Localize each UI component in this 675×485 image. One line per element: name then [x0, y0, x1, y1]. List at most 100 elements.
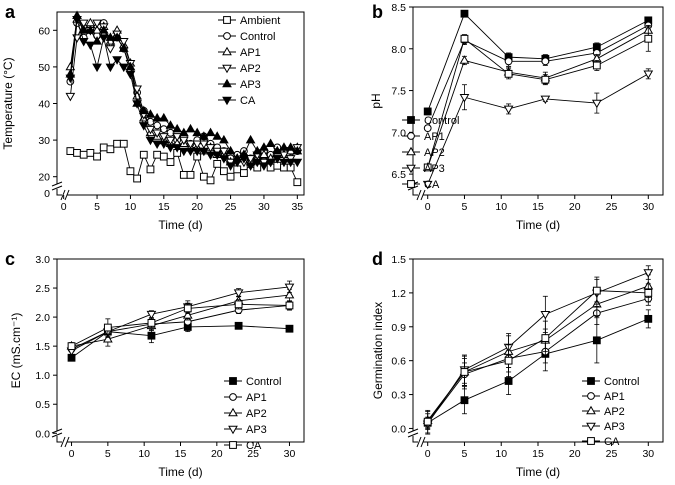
- legend-marker: [223, 32, 231, 40]
- data-point: [85, 25, 96, 34]
- y-tick-label: 1.0: [35, 370, 50, 382]
- data-point: [265, 158, 276, 168]
- x-tick-label: 5: [94, 201, 100, 213]
- x-tick-label: 10: [125, 201, 137, 213]
- y-axis-break: [51, 432, 63, 438]
- legend-label: AP1: [604, 391, 625, 403]
- data-point: [158, 112, 169, 122]
- x-tick-label: 10: [495, 448, 507, 460]
- x-tick-label: 20: [569, 448, 581, 460]
- data-point: [234, 300, 243, 309]
- legend-item-ap3: AP3: [224, 424, 267, 436]
- data-point: [125, 70, 136, 80]
- series-line: [427, 272, 649, 425]
- data-point: [245, 155, 256, 164]
- legend-label: Control: [604, 376, 639, 388]
- data-point: [112, 32, 122, 41]
- data-point: [423, 163, 432, 172]
- legend-item-ap1: AP1: [218, 46, 261, 59]
- series-ap3: [65, 10, 303, 162]
- legend-label: AP1: [240, 47, 261, 59]
- series-line: [71, 325, 290, 359]
- legend-label: AP3: [604, 421, 625, 433]
- data-point: [152, 112, 162, 122]
- data-point: [284, 283, 295, 293]
- x-axis-break: [64, 189, 70, 201]
- legend-item-ap3: AP3: [218, 78, 261, 91]
- data-point: [192, 147, 203, 157]
- data-point: [118, 37, 129, 47]
- data-point: [92, 19, 102, 29]
- y-tick-label: 50: [38, 62, 50, 74]
- panel-letter: c: [5, 249, 15, 269]
- legend-item-ca: CA: [224, 440, 262, 452]
- data-point: [158, 133, 169, 142]
- data-point: [225, 145, 236, 155]
- plot-frame: [412, 258, 664, 443]
- x-axis-label: Time (d): [158, 465, 202, 479]
- panel-letter: d: [372, 249, 383, 269]
- data-point: [66, 147, 75, 155]
- legend-label: AP2: [604, 406, 625, 418]
- y-tick-label: 2.0: [35, 312, 50, 324]
- legend-marker: [222, 96, 232, 106]
- data-point: [233, 289, 244, 298]
- data-point: [79, 150, 88, 159]
- series-ca: [423, 276, 653, 434]
- y-axis-break-gap: [408, 431, 418, 436]
- legend-item-control: Control: [402, 115, 459, 127]
- y-tick-label: 1.5: [391, 254, 406, 266]
- legend-label: CA: [246, 440, 262, 452]
- data-point: [153, 121, 162, 130]
- data-point: [460, 34, 469, 43]
- data-point: [185, 123, 196, 133]
- legend-label: AP2: [246, 408, 267, 420]
- y-tick-label: 7.0: [391, 127, 406, 139]
- y-axis-break: [407, 185, 419, 191]
- data-point: [240, 169, 248, 177]
- x-tick-label: 30: [642, 201, 654, 213]
- data-point: [145, 136, 156, 146]
- legend-marker: [407, 132, 415, 140]
- data-point: [205, 144, 216, 153]
- legend-marker: [406, 146, 416, 156]
- data-point: [182, 310, 193, 319]
- y-axis-label: EC (mS.cm⁻¹): [9, 313, 23, 389]
- x-tick-label: 25: [225, 201, 237, 213]
- series-line: [427, 298, 649, 424]
- series-ap2: [66, 288, 295, 351]
- legend-label: AP1: [424, 131, 445, 143]
- y-tick-label: 0.0: [35, 428, 50, 440]
- legend-item-ap3: AP3: [582, 421, 625, 433]
- data-point: [644, 34, 653, 43]
- x-tick-label: 0: [425, 448, 431, 460]
- data-point: [232, 158, 243, 168]
- data-point: [504, 57, 513, 66]
- data-point: [504, 69, 513, 78]
- legend-marker: [587, 437, 595, 445]
- legend-item-ambient: Ambient: [218, 15, 280, 27]
- series-line: [427, 73, 649, 185]
- x-tick-label: 20: [211, 448, 223, 460]
- data-point: [213, 159, 222, 168]
- data-point: [540, 311, 551, 320]
- y-tick-label: 8.5: [391, 2, 406, 14]
- data-point: [146, 165, 155, 174]
- data-point: [199, 131, 209, 140]
- y-tick-label: 7.5: [391, 86, 406, 98]
- data-point: [285, 301, 294, 310]
- legend-marker: [587, 392, 595, 400]
- data-point: [592, 286, 601, 295]
- x-axis-break: [60, 189, 66, 201]
- y-axis-break: [51, 428, 63, 434]
- legend-marker: [222, 78, 232, 88]
- y-axis-label: pH: [369, 93, 383, 108]
- y-tick-label: 0.6: [391, 356, 406, 368]
- data-point: [159, 152, 168, 161]
- data-point: [285, 142, 296, 151]
- x-tick-label: 10: [138, 448, 150, 460]
- data-point: [185, 140, 196, 149]
- y-tick-label: 0.3: [391, 390, 406, 402]
- panel-letter: a: [5, 2, 16, 22]
